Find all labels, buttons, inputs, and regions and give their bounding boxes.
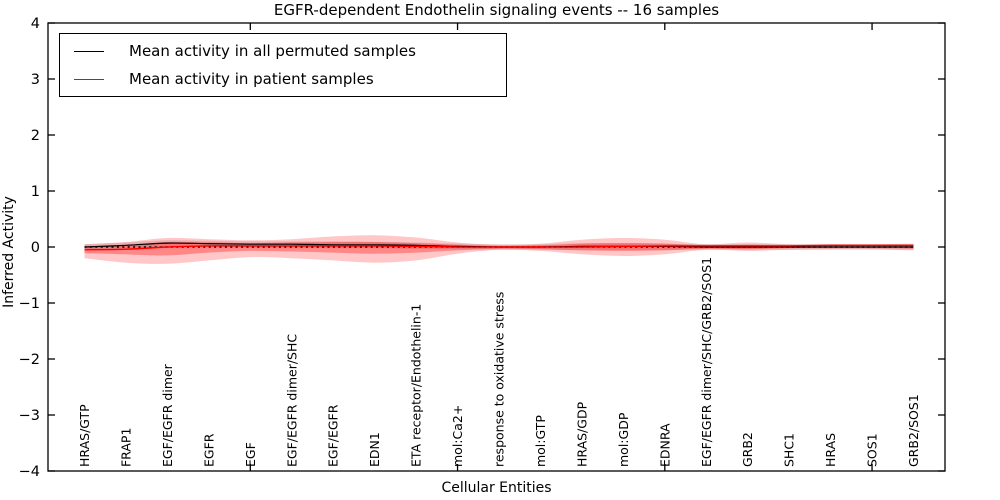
ytick-label: −1 <box>19 296 40 312</box>
category-label-6: EGF/EGFR dimer/SHC <box>284 334 299 467</box>
permuted-line-sample <box>74 50 104 52</box>
ytick-label: 0 <box>31 240 40 256</box>
category-label-10: mol:Ca2+ <box>450 405 465 467</box>
ytick-label: −2 <box>19 352 40 368</box>
category-label-1: HRAS/GTP <box>77 404 92 467</box>
legend-label-permuted: Mean activity in all permuted samples <box>129 42 416 60</box>
category-label-9: ETA receptor/Endothelin-1 <box>409 304 424 467</box>
category-label-13: HRAS/GDP <box>574 401 589 467</box>
x-axis-label: Cellular Entities <box>441 480 552 496</box>
ytick-label: 4 <box>31 16 40 32</box>
category-label-21: GRB2/SOS1 <box>906 394 921 467</box>
category-label-17: GRB2 <box>740 432 755 467</box>
ytick-label: 3 <box>31 72 40 88</box>
category-label-16: EGF/EGFR dimer/SHC/GRB2/SOS1 <box>699 257 714 467</box>
patient-line-sample <box>74 78 104 80</box>
category-label-20: SOS1 <box>865 433 880 467</box>
category-label-5: EGF <box>243 442 258 467</box>
category-label-11: response to oxidative stress <box>492 292 507 467</box>
legend-box: Mean activity in all permuted samples Me… <box>59 33 507 97</box>
category-label-4: EGFR <box>201 433 216 467</box>
patient-mean-line <box>84 244 914 251</box>
category-label-15: EDNRA <box>657 423 672 467</box>
category-label-19: HRAS <box>823 433 838 467</box>
chart-title: EGFR-dependent Endothelin signaling even… <box>273 1 720 19</box>
category-label-18: SHC1 <box>782 433 797 467</box>
ytick-label: 1 <box>31 184 40 200</box>
y-axis-label: Inferred Activity <box>1 196 17 308</box>
legend-entry-patient: Mean activity in patient samples <box>74 68 506 90</box>
category-label-2: FRAP1 <box>118 428 133 467</box>
ytick-label: −4 <box>19 464 40 480</box>
category-label-8: EDN1 <box>367 432 382 467</box>
band-1-patient-samples-outer-spread <box>84 235 914 264</box>
legend-entry-permuted: Mean activity in all permuted samples <box>74 40 506 62</box>
category-label-3: EGF/EGFR dimer <box>160 363 175 467</box>
legend-label-patient: Mean activity in patient samples <box>129 70 374 88</box>
category-label-7: EGF/EGFR <box>326 404 341 467</box>
ytick-label: 2 <box>31 128 40 144</box>
ytick-label: −3 <box>19 408 40 424</box>
category-label-14: mol:GDP <box>616 412 631 467</box>
category-label-12: mol:GTP <box>533 415 548 467</box>
